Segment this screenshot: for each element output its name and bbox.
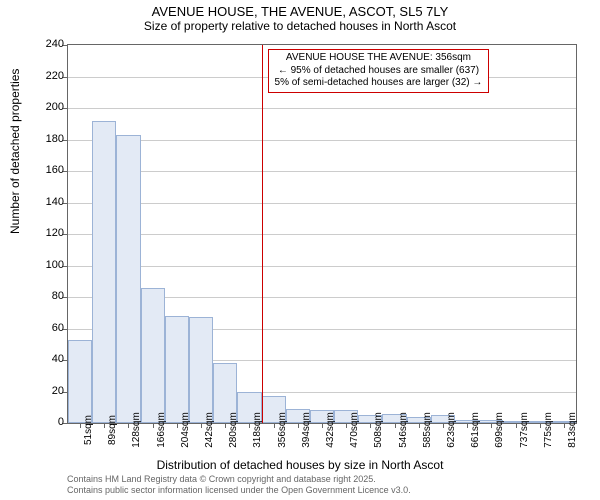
chart-container: AVENUE HOUSE, THE AVENUE, ASCOT, SL5 7LY… (0, 0, 600, 500)
x-tick-mark (104, 423, 105, 428)
x-tick-mark (540, 423, 541, 428)
x-tick-label: 318sqm (252, 412, 263, 448)
y-tick-label: 60 (34, 322, 64, 334)
x-tick-mark (564, 423, 565, 428)
x-tick-label: 508sqm (373, 412, 384, 448)
x-tick-mark (346, 423, 347, 428)
x-tick-label: 89sqm (107, 415, 118, 445)
gridline (68, 108, 576, 109)
title-line2: Size of property relative to detached ho… (0, 19, 600, 33)
x-tick-label: 813sqm (567, 412, 578, 448)
y-axis-label: Number of detached properties (8, 69, 22, 234)
x-tick-label: 356sqm (277, 412, 288, 448)
histogram-bar (116, 135, 140, 423)
x-tick-label: 280sqm (228, 412, 239, 448)
y-tick-label: 180 (34, 133, 64, 145)
gridline (68, 140, 576, 141)
y-tick-label: 40 (34, 353, 64, 365)
annotation-line1: AVENUE HOUSE THE AVENUE: 356sqm (275, 52, 483, 65)
histogram-bar (92, 121, 116, 423)
gridline (68, 234, 576, 235)
x-tick-label: 242sqm (204, 412, 215, 448)
x-tick-mark (419, 423, 420, 428)
footer-line2: Contains public sector information licen… (67, 485, 411, 496)
y-tick-label: 240 (34, 38, 64, 50)
plot-area: AVENUE HOUSE THE AVENUE: 356sqm ← 95% of… (67, 44, 577, 424)
x-tick-label: 204sqm (180, 412, 191, 448)
gridline (68, 203, 576, 204)
annotation-line2: ← 95% of detached houses are smaller (63… (275, 65, 483, 78)
x-tick-label: 432sqm (325, 412, 336, 448)
y-tick-label: 220 (34, 70, 64, 82)
y-tick-label: 100 (34, 259, 64, 271)
x-tick-label: 546sqm (398, 412, 409, 448)
gridline (68, 171, 576, 172)
x-tick-mark (395, 423, 396, 428)
x-tick-mark (177, 423, 178, 428)
histogram-bar (141, 288, 165, 423)
x-tick-mark (443, 423, 444, 428)
y-tick-label: 160 (34, 164, 64, 176)
y-tick-label: 20 (34, 385, 64, 397)
x-tick-label: 394sqm (301, 412, 312, 448)
x-tick-mark (153, 423, 154, 428)
x-tick-mark (467, 423, 468, 428)
x-tick-label: 699sqm (494, 412, 505, 448)
x-tick-label: 128sqm (131, 412, 142, 448)
footer: Contains HM Land Registry data © Crown c… (67, 474, 411, 496)
x-tick-label: 661sqm (470, 412, 481, 448)
x-tick-mark (516, 423, 517, 428)
footer-line1: Contains HM Land Registry data © Crown c… (67, 474, 411, 485)
x-tick-label: 166sqm (156, 412, 167, 448)
gridline (68, 266, 576, 267)
x-tick-label: 775sqm (543, 412, 554, 448)
x-tick-label: 623sqm (446, 412, 457, 448)
y-tick-label: 120 (34, 227, 64, 239)
x-tick-mark (274, 423, 275, 428)
x-tick-label: 51sqm (83, 415, 94, 445)
x-tick-mark (80, 423, 81, 428)
y-tick-label: 200 (34, 101, 64, 113)
y-tick-label: 140 (34, 196, 64, 208)
y-tick-label: 0 (34, 416, 64, 428)
x-tick-mark (322, 423, 323, 428)
annotation-line3: 5% of semi-detached houses are larger (3… (275, 77, 483, 90)
x-tick-mark (249, 423, 250, 428)
x-tick-mark (201, 423, 202, 428)
x-axis-label: Distribution of detached houses by size … (0, 458, 600, 472)
x-tick-label: 585sqm (422, 412, 433, 448)
x-tick-mark (225, 423, 226, 428)
annotation-box: AVENUE HOUSE THE AVENUE: 356sqm ← 95% of… (268, 49, 490, 93)
marker-line (262, 45, 263, 423)
x-tick-mark (370, 423, 371, 428)
histogram-bar (165, 316, 189, 423)
title-block: AVENUE HOUSE, THE AVENUE, ASCOT, SL5 7LY… (0, 4, 600, 33)
histogram-bar (189, 317, 213, 423)
x-tick-mark (128, 423, 129, 428)
histogram-bar (68, 340, 92, 423)
x-tick-label: 737sqm (519, 412, 530, 448)
x-tick-mark (298, 423, 299, 428)
x-tick-mark (491, 423, 492, 428)
y-tick-label: 80 (34, 290, 64, 302)
x-tick-label: 470sqm (349, 412, 360, 448)
title-line1: AVENUE HOUSE, THE AVENUE, ASCOT, SL5 7LY (0, 4, 600, 19)
